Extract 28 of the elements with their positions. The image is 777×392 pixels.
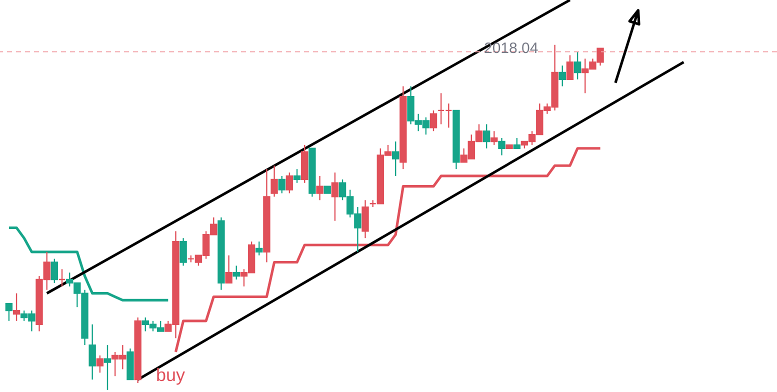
candlestick xyxy=(256,240,263,256)
candlestick xyxy=(225,254,232,284)
candlestick xyxy=(513,137,520,149)
candlestick xyxy=(58,268,66,288)
candlestick xyxy=(12,292,20,322)
candlestick xyxy=(490,130,498,146)
candlestick xyxy=(180,238,187,266)
candlestick xyxy=(331,172,339,222)
candlestick xyxy=(574,51,582,80)
candlestick xyxy=(482,124,490,149)
candlestick xyxy=(566,54,574,80)
candlestick xyxy=(558,64,566,87)
candlestick xyxy=(392,140,400,177)
candlestick xyxy=(104,344,112,391)
candlestick xyxy=(316,175,324,201)
candlestick xyxy=(50,258,58,284)
candlestick xyxy=(96,354,104,374)
candlestick xyxy=(286,172,294,194)
annotation: buy xyxy=(156,365,186,385)
candlestick xyxy=(293,168,301,184)
candlestick xyxy=(278,175,286,194)
candlestick xyxy=(498,137,506,156)
annotation: 2018.04 xyxy=(484,40,538,57)
candlestick xyxy=(430,110,438,132)
candlestick xyxy=(5,303,13,322)
candlestick xyxy=(232,265,240,280)
candlestick xyxy=(270,165,278,198)
candlestick xyxy=(88,324,96,380)
